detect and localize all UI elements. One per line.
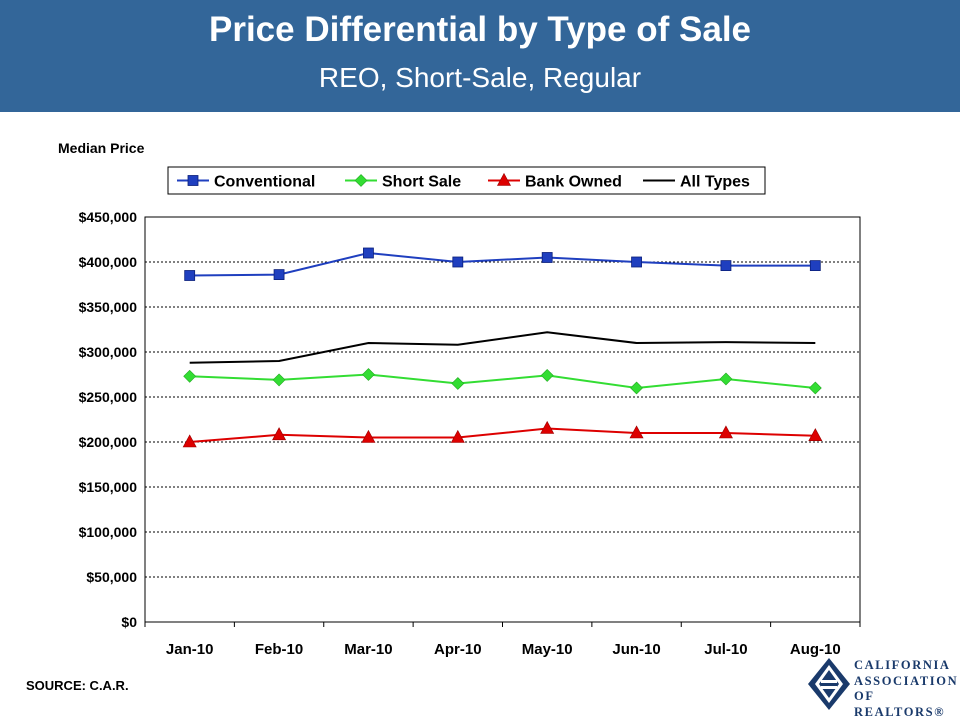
data-point [361,429,376,443]
source-note: SOURCE: C.A.R. [26,678,129,693]
car-logo-text: CALIFORNIA ASSOCIATION OF REALTORS® [854,658,958,720]
x-tick-label: Mar-10 [344,641,392,658]
y-tick-label: $200,000 [79,434,138,450]
data-point [718,425,733,439]
data-point [363,247,374,259]
title-banner [0,0,960,112]
x-tick-label: Apr-10 [434,641,482,658]
x-tick-label: Feb-10 [255,641,303,658]
y-tick-label: $300,000 [79,344,138,360]
logo-line-1: CALIFORNIA [854,658,951,672]
data-point [540,420,555,434]
data-point [719,372,733,386]
legend-swatch-marker [187,175,199,186]
logo-line-2: ASSOCIATION [854,673,959,688]
data-point [452,256,464,268]
data-point [183,369,197,383]
legend-label: Short Sale [382,174,461,191]
legend-label: Bank Owned [525,174,622,191]
series-line-short-sale [189,373,816,390]
data-point [809,260,821,272]
data-point [272,427,287,441]
legend-label: Conventional [214,174,315,191]
data-point [629,425,644,439]
y-tick-label: $400,000 [79,254,138,270]
x-tick-label: Jun-10 [612,641,660,658]
series-line-all-types [189,331,816,364]
y-tick-label: $150,000 [79,479,138,495]
logo-line-3: OF REALTORS® [854,689,946,719]
series-line-conventional [189,251,816,277]
series-line-bank-owned [189,427,816,443]
data-point [451,377,465,390]
y-tick-label: $50,000 [86,569,137,585]
page-title: Price Differential by Type of Sale [208,10,752,49]
y-tick-label: $0 [121,614,137,630]
data-point [273,269,285,281]
data-point [450,429,465,443]
data-point [541,252,553,263]
y-tick-label: $450,000 [79,209,138,225]
data-point [362,368,375,381]
data-point [808,381,822,395]
x-tick-label: Jul-10 [704,641,747,658]
x-tick-label: Jan-10 [166,641,214,658]
page-subtitle: REO, Short-Sale, Regular [318,62,642,93]
y-tick-label: $350,000 [79,299,138,315]
legend-swatch-marker [496,172,512,186]
y-axis-label: Median Price [58,140,145,156]
car-logo: CALIFORNIA ASSOCIATION OF REALTORS® [806,656,957,719]
data-point [540,368,554,382]
data-point [631,256,642,268]
y-tick-label: $100,000 [79,524,138,540]
data-point [272,373,286,387]
legend-label: All Types [680,174,750,191]
plot-area [144,216,861,623]
data-point [184,270,196,281]
data-point [630,381,643,395]
car-emblem-icon [808,658,850,710]
y-tick-label: $250,000 [79,389,138,405]
data-point [720,260,732,272]
data-point [182,434,197,448]
legend-swatch-marker [354,174,368,187]
data-point [808,428,823,442]
x-tick-label: May-10 [522,641,573,658]
x-tick-label: Aug-10 [790,641,841,658]
